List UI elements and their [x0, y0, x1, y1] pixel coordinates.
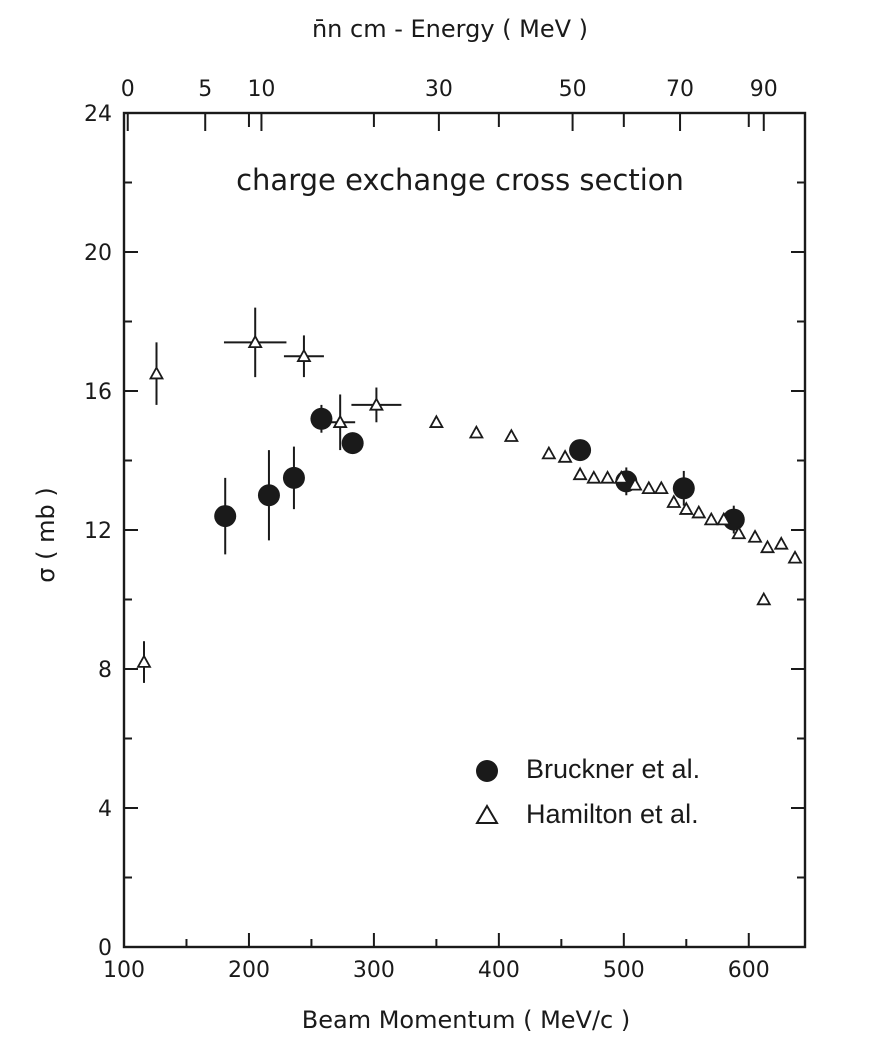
legend-label-hamilton: Hamilton et al. — [526, 799, 699, 829]
data-point-circle — [310, 407, 333, 430]
top-tick-label: 90 — [750, 77, 778, 102]
data-point-triangle — [572, 466, 588, 481]
data-point-triangle — [641, 480, 657, 494]
x-tick-label: 300 — [353, 958, 395, 983]
data-point-triangle — [586, 470, 602, 484]
x-tick-label: 500 — [603, 958, 645, 983]
data-point-triangle — [716, 511, 732, 526]
x-axis-title: Beam Momentum ( MeV/c ) — [302, 1006, 630, 1034]
data-marks — [136, 307, 803, 683]
data-point-triangle — [613, 470, 629, 484]
x-tick-label: 100 — [103, 958, 145, 983]
top-tick-label: 10 — [247, 77, 275, 102]
top-tick-label: 50 — [559, 77, 587, 102]
data-point-triangle — [703, 511, 719, 526]
y-tick-label: 0 — [98, 936, 112, 961]
x-tick-label: 400 — [478, 958, 520, 983]
chart-title: charge exchange cross section — [236, 163, 684, 197]
series-hamilton — [136, 307, 803, 683]
data-point-circle — [569, 439, 592, 462]
data-point-circle — [282, 466, 305, 489]
legend-label-bruckner: Bruckner et al. — [526, 754, 700, 784]
data-point-circle — [341, 432, 364, 455]
top-axis-title: n̄n cm - Energy ( MeV ) — [312, 15, 588, 43]
y-tick-label: 20 — [84, 241, 112, 266]
data-point-triangle — [773, 536, 789, 550]
legend-marker-bruckner — [476, 760, 498, 782]
data-point-triangle — [600, 470, 616, 484]
data-point-triangle — [136, 654, 152, 668]
x-tick-label: 200 — [228, 958, 270, 983]
data-point-triangle — [747, 529, 763, 543]
data-point-triangle — [468, 424, 484, 439]
data-point-triangle — [731, 525, 747, 540]
data-point-triangle — [666, 494, 682, 508]
data-point-triangle — [787, 549, 803, 564]
top-tick-label: 70 — [666, 77, 694, 102]
top-tick-label: 5 — [198, 77, 212, 102]
data-point-triangle — [428, 414, 444, 428]
y-tick-label: 4 — [98, 797, 112, 822]
data-point-triangle — [759, 539, 776, 554]
data-point-triangle — [653, 480, 669, 494]
top-tick-label: 0 — [121, 77, 135, 102]
legend-marker-hamilton — [475, 804, 499, 824]
data-point-triangle — [332, 414, 348, 428]
y-tick-label: 8 — [98, 658, 112, 683]
data-point-circle — [214, 505, 237, 528]
data-point-triangle — [756, 591, 772, 606]
data-point-triangle — [148, 365, 165, 380]
series-bruckner — [214, 404, 745, 555]
data-point-triangle — [627, 476, 643, 491]
data-point-triangle — [691, 504, 707, 519]
y-tick-label: 12 — [84, 519, 112, 544]
legend: Bruckner et al. Hamilton et al. — [475, 754, 700, 829]
y-axis-title: σ ( mb ) — [32, 487, 60, 582]
data-point-circle — [257, 484, 280, 507]
ticks: 100 200 300 400 500 600 0 4 8 12 16 20 24 0 5 10 30 50 70 9… — [84, 77, 805, 983]
data-point-triangle — [557, 449, 573, 463]
x-tick-label: 600 — [728, 958, 770, 983]
y-tick-label: 16 — [84, 380, 112, 405]
data-point-triangle — [247, 334, 263, 349]
data-point-triangle — [296, 348, 312, 362]
top-tick-label: 30 — [425, 77, 453, 102]
data-point-triangle — [678, 501, 694, 515]
data-point-triangle — [541, 445, 557, 460]
data-point-circle — [672, 477, 695, 500]
data-point-triangle — [368, 397, 384, 411]
y-tick-label: 24 — [84, 102, 112, 127]
data-point-triangle — [503, 428, 519, 442]
